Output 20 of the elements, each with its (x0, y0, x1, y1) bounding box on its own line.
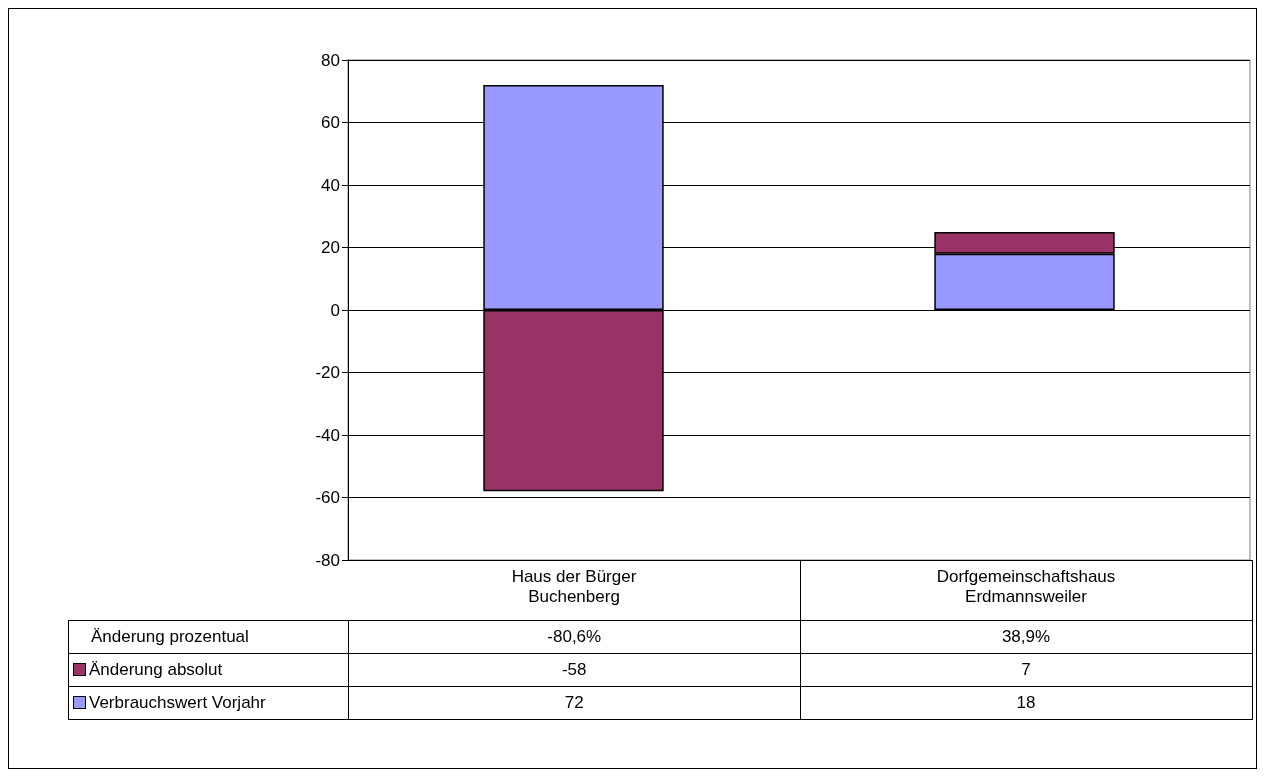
x-tick-label: Dorfgemeinschaftshaus Erdmannsweiler (935, 567, 1117, 607)
data-label: -58 (348, 653, 800, 687)
legend-label: Änderung absolut (68, 653, 349, 687)
y-tick-label: 80 (321, 50, 340, 70)
data-label: 7 (800, 653, 1252, 687)
text: Änderung prozentual (68, 620, 349, 654)
y-tick-label: 60 (321, 113, 340, 132)
data-label: 72 (348, 686, 800, 720)
y-tick-label: 40 (321, 175, 340, 195)
y-tick-label: 0 (330, 300, 340, 320)
text: -80,6% (348, 620, 800, 654)
y-tick-label: -40 (315, 425, 340, 445)
y-tick-label: -60 (315, 488, 340, 507)
legend-label: Verbrauchswert Vorjahr (68, 686, 349, 720)
text: 38,9% (800, 620, 1252, 654)
y-tick-label: -80 (315, 550, 340, 570)
data-label: 18 (800, 686, 1252, 720)
x-tick-label: Haus der Bürger Buchenberg (510, 567, 638, 607)
y-tick-label: 20 (321, 238, 340, 257)
y-tick-label: -20 (315, 363, 340, 382)
